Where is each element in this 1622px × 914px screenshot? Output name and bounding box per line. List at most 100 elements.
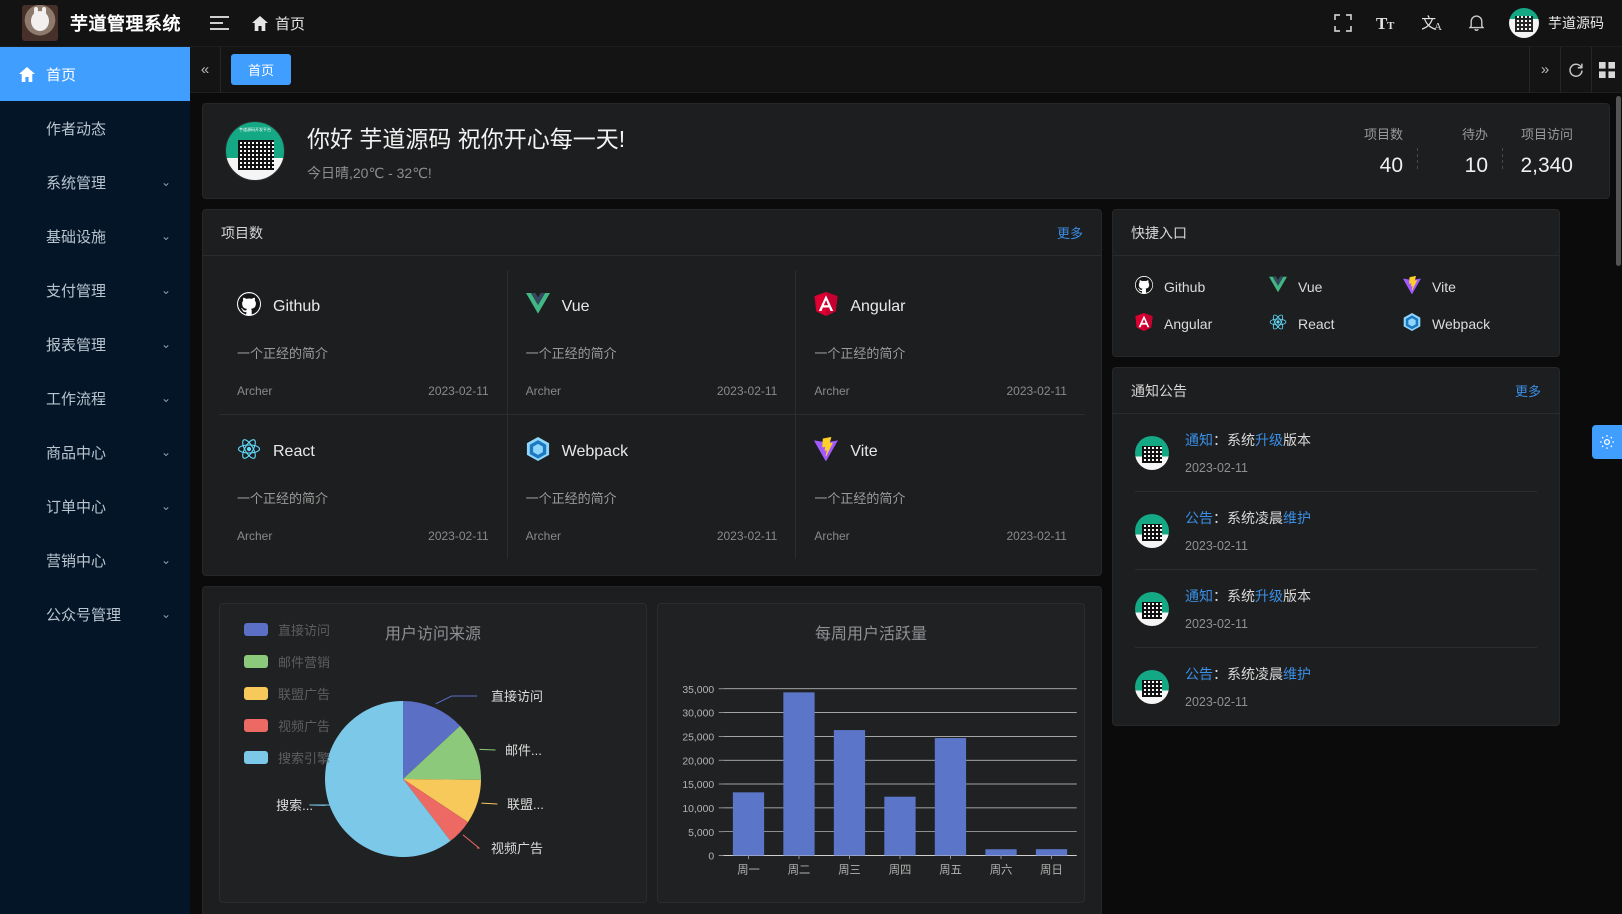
bar[interactable] <box>783 692 815 856</box>
project-name: Vite <box>850 442 878 460</box>
y-tick-label: 10,000 <box>682 804 714 815</box>
tab-home[interactable]: 首页 <box>231 54 292 85</box>
charts-card: 用户访问来源 直接访问 邮件营销 <box>202 586 1102 914</box>
brand[interactable]: 芋道管理系统 <box>0 0 190 47</box>
y-tick-label: 5,000 <box>688 828 714 839</box>
top-header: 芋道管理系统 首页 T T <box>0 0 1622 47</box>
notices-card: 通知公告 更多 通知：系统升级版本 2023-02-11 <box>1112 367 1560 726</box>
notice-item[interactable]: 通知：系统升级版本 2023-02-11 <box>1135 414 1537 492</box>
chevron-double-right-icon[interactable]: » <box>1529 46 1560 93</box>
sidebar-item-label: 支付管理 <box>46 282 107 300</box>
legend-item[interactable]: 视频广告 <box>244 716 330 735</box>
grid-icon[interactable] <box>1591 46 1622 93</box>
notice-item[interactable]: 公告：系统凌晨维护 2023-02-11 <box>1135 492 1537 570</box>
project-desc: 一个正经的简介 <box>237 346 329 361</box>
sidebar-item-order[interactable]: 订单中心 ⌄ <box>0 479 190 533</box>
project-grid: Github 一个正经的简介 Archer 2023-02-11 <box>219 270 1085 559</box>
project-author: Archer <box>525 384 561 398</box>
x-tick-label: 周一 <box>737 864 760 877</box>
fullscreen-icon[interactable] <box>1334 14 1352 32</box>
github-icon <box>237 292 261 321</box>
legend-label: 视频广告 <box>278 719 331 734</box>
sidebar-item-workflow[interactable]: 工作流程 ⌄ <box>0 371 190 425</box>
quick-entry-github[interactable]: Github <box>1135 276 1269 297</box>
quick-entry-react[interactable]: React <box>1269 313 1403 334</box>
pie-slice-label: 视频广告 <box>491 841 543 856</box>
sidebar-item-mp[interactable]: 公众号管理 ⌄ <box>0 587 190 641</box>
project-date: 2023-02-11 <box>1006 529 1067 543</box>
settings-button[interactable] <box>1592 425 1622 459</box>
refresh-icon[interactable] <box>1560 46 1591 93</box>
user-name: 芋道源码 <box>1548 15 1604 31</box>
project-desc: 一个正经的简介 <box>237 491 329 506</box>
notices-more-link[interactable]: 更多 <box>1514 384 1541 399</box>
notice-item[interactable]: 通知：系统升级版本 2023-02-11 <box>1135 570 1537 648</box>
project-card[interactable]: Angular 一个正经的简介 Archer 2023-02-11 <box>796 270 1085 415</box>
user-menu[interactable]: 芋道源码 <box>1509 8 1604 38</box>
hamburger-icon[interactable] <box>204 8 234 38</box>
project-author: Archer <box>525 529 561 543</box>
project-author: Archer <box>814 384 850 398</box>
pie-slice[interactable] <box>403 701 461 779</box>
pie-slice[interactable] <box>403 779 481 823</box>
project-card[interactable]: Vue 一个正经的简介 Archer 2023-02-11 <box>507 270 797 415</box>
legend-item[interactable]: 直接访问 <box>244 620 330 639</box>
project-card[interactable]: Vite 一个正经的简介 Archer 2023-02-11 <box>796 415 1085 559</box>
pie-leader-line <box>435 695 477 705</box>
x-tick-label: 周日 <box>1040 864 1063 877</box>
legend-swatch <box>244 623 268 636</box>
pie-slice[interactable] <box>403 725 482 780</box>
quick-entry-vue[interactable]: Vue <box>1269 276 1403 297</box>
bar[interactable] <box>732 792 765 856</box>
bar[interactable] <box>985 849 1017 856</box>
quick-entry-label: React <box>1298 315 1335 332</box>
project-desc: 一个正经的简介 <box>814 346 906 361</box>
sidebar-item-label: 系统管理 <box>46 174 107 192</box>
notices-list: 通知：系统升级版本 2023-02-11 公告：系统凌晨维护 2023-02-1… <box>1113 414 1559 725</box>
project-card[interactable]: Github 一个正经的简介 Archer 2023-02-11 <box>219 270 508 415</box>
sidebar-item-infra[interactable]: 基础设施 ⌄ <box>0 209 190 263</box>
notice-item[interactable]: 公告：系统凌晨维护 2023-02-11 <box>1135 648 1537 725</box>
sidebar-item-payment[interactable]: 支付管理 ⌄ <box>0 263 190 317</box>
sidebar-item-marketing[interactable]: 营销中心 ⌄ <box>0 533 190 587</box>
sidebar-item-product[interactable]: 商品中心 ⌄ <box>0 425 190 479</box>
header-actions: T T 文 A 芋道源码 <box>1334 8 1622 38</box>
project-author: Archer <box>237 529 273 543</box>
bar[interactable] <box>833 730 866 856</box>
avatar <box>1509 8 1539 38</box>
quick-entry-vite[interactable]: Vite <box>1403 276 1537 297</box>
bell-icon[interactable] <box>1468 14 1485 32</box>
pie-legend: 直接访问 邮件营销 联盟广告 <box>244 620 330 767</box>
sidebar-item-label: 商品中心 <box>46 444 107 462</box>
sidebar: 首页 作者动态 系统管理 ⌄ 基础设施 ⌄ 支付管理 ⌄ 报表管理 ⌄ <box>0 47 190 914</box>
dashboard-columns: 项目数 更多 Github <box>202 209 1610 914</box>
font-size-icon[interactable]: T T <box>1376 14 1398 32</box>
translate-icon[interactable]: 文 A <box>1422 14 1444 32</box>
stat-label: 待办 <box>1461 127 1488 142</box>
bar[interactable] <box>884 796 916 856</box>
projects-card: 项目数 更多 Github <box>202 209 1102 576</box>
projects-card-header: 项目数 更多 <box>203 210 1101 256</box>
sidebar-item-report[interactable]: 报表管理 ⌄ <box>0 317 190 371</box>
sidebar-item-author-news[interactable]: 作者动态 <box>0 101 190 155</box>
project-card[interactable]: React 一个正经的简介 Archer 2023-02-11 <box>219 415 508 559</box>
projects-more-link[interactable]: 更多 <box>1056 226 1083 241</box>
notice-date: 2023-02-11 <box>1185 461 1249 475</box>
project-card[interactable]: Webpack 一个正经的简介 Archer 2023-02-11 <box>508 415 797 559</box>
bar[interactable] <box>934 738 967 856</box>
sidebar-item-system[interactable]: 系统管理 ⌄ <box>0 155 190 209</box>
chevron-down-icon: ⌄ <box>160 337 171 351</box>
x-tick-label: 周六 <box>990 864 1013 877</box>
page-scrollbar[interactable] <box>1616 96 1621 266</box>
legend-item[interactable]: 搜索引擎 <box>244 748 330 767</box>
quick-entry-angular[interactable]: Angular <box>1135 313 1269 334</box>
legend-item[interactable]: 联盟广告 <box>244 684 330 703</box>
bar[interactable] <box>1035 849 1068 856</box>
sidebar-item-home[interactable]: 首页 <box>0 47 190 101</box>
pie-slice[interactable] <box>403 779 469 841</box>
breadcrumb[interactable]: 首页 <box>252 13 305 34</box>
pie-slice[interactable] <box>325 701 451 857</box>
legend-item[interactable]: 邮件营销 <box>244 652 330 671</box>
quick-entry-webpack[interactable]: Webpack <box>1403 313 1537 334</box>
chevron-double-left-icon[interactable]: « <box>190 46 221 93</box>
